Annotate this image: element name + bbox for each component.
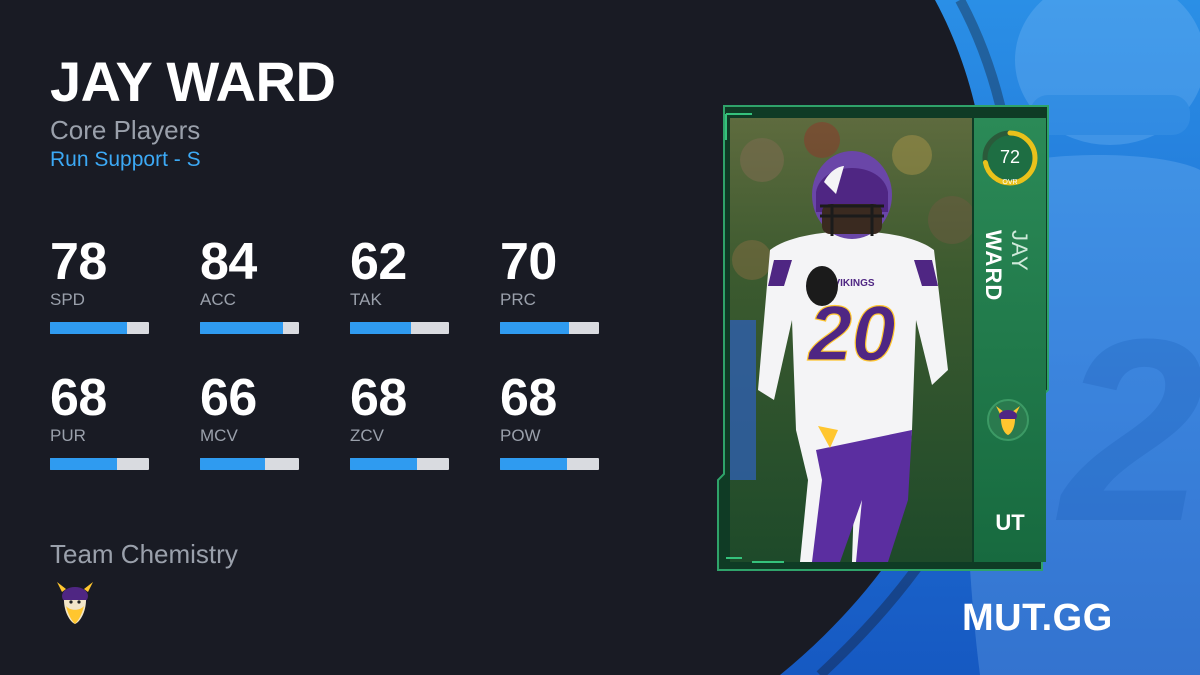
stat-bar (200, 322, 299, 334)
stat-value: 68 (350, 369, 407, 427)
stat-spd: 78 SPD (50, 232, 150, 342)
stat-bar (350, 322, 449, 334)
vikings-logo-icon[interactable] (54, 578, 96, 626)
card-first-name: JAY (1007, 230, 1032, 272)
stat-value: 66 (200, 369, 257, 427)
stat-label: PUR (50, 426, 86, 445)
program-name: Core Players (50, 115, 201, 145)
stat-pur: 68 PUR (50, 368, 150, 478)
stat-label: PRC (500, 290, 536, 309)
stat-bar (50, 322, 149, 334)
archetype-link[interactable]: Run Support - S (50, 148, 201, 171)
stat-bar (50, 458, 149, 470)
stat-bar (350, 458, 449, 470)
svg-text:20: 20 (1056, 286, 1200, 576)
stat-bar-fill (200, 322, 284, 334)
card-program-badge: UT (995, 510, 1025, 535)
stats-grid: 78 SPD 84 ACC 62 TAK 70 PRC 68 PUR 66 MC… (50, 232, 610, 482)
stat-bar-fill (350, 458, 418, 470)
ovr-ring (982, 130, 1038, 186)
ovr-value: 72 (1000, 147, 1020, 167)
stat-value: 84 (200, 233, 257, 291)
player-card[interactable]: 20 VIKINGS 72 OVR JAY WARD UT (712, 100, 1060, 574)
stat-bar (200, 458, 299, 470)
stat-label: MCV (200, 426, 238, 445)
card-last-name: WARD (981, 230, 1006, 301)
player-photo-art: 20 VIKINGS (730, 122, 972, 562)
stat-label: ACC (200, 290, 236, 309)
stat-pow: 68 POW (500, 368, 600, 478)
stat-value: 70 (500, 233, 557, 291)
jersey-wordmark: VIKINGS (833, 278, 874, 289)
stat-acc: 84 ACC (200, 232, 300, 342)
stat-bar-fill (50, 322, 128, 334)
stat-bar-fill (50, 458, 118, 470)
stat-value: 68 (50, 369, 107, 427)
stat-mcv: 66 MCV (200, 368, 300, 478)
ovr-label: OVR (1002, 179, 1017, 186)
stat-prc: 70 PRC (500, 232, 600, 342)
stat-zcv: 68 ZCV (350, 368, 450, 478)
stat-label: SPD (50, 290, 85, 309)
stat-value: 62 (350, 233, 407, 291)
stat-bar-fill (200, 458, 266, 470)
stat-bar (500, 322, 599, 334)
brand-logo[interactable]: MUT.GG (962, 597, 1113, 639)
stat-bar-fill (350, 322, 412, 334)
stat-label: TAK (350, 290, 382, 309)
player-name: JAY WARD (50, 50, 336, 113)
stat-value: 68 (500, 369, 557, 427)
card-team-logo (987, 399, 1029, 441)
stat-tak: 62 TAK (350, 232, 450, 342)
stat-label: POW (500, 426, 541, 445)
stat-bar (500, 458, 599, 470)
ovr-badge: 72 OVR (982, 130, 1038, 186)
team-chemistry-title: Team Chemistry (50, 539, 238, 569)
stat-bar-fill (500, 322, 570, 334)
stat-value: 78 (50, 233, 107, 291)
stat-bar-fill (500, 458, 568, 470)
stat-label: ZCV (350, 426, 384, 445)
